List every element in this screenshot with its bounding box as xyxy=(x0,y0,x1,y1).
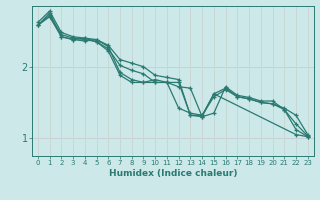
X-axis label: Humidex (Indice chaleur): Humidex (Indice chaleur) xyxy=(108,169,237,178)
